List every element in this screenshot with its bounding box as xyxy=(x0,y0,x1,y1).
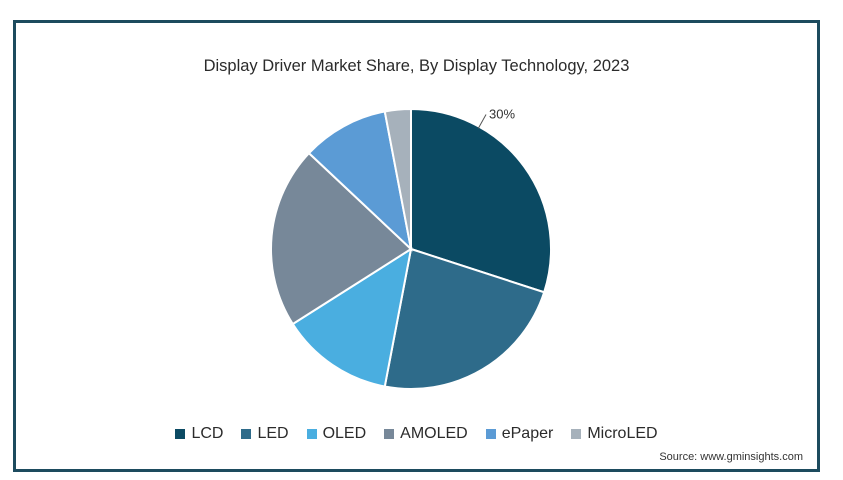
legend-label: LCD xyxy=(191,425,224,442)
pie-slice-amoled xyxy=(270,151,413,326)
legend-label: ePaper xyxy=(501,425,554,442)
chart-frame: Display Driver Market Share, By Display … xyxy=(13,20,820,472)
legend-label: LED xyxy=(257,425,289,442)
pie-slice-oled xyxy=(291,246,413,388)
data-label-leader xyxy=(477,114,487,129)
legend-item-amoled: AMOLED xyxy=(384,425,468,443)
pie-slice-lcd xyxy=(410,107,552,294)
legend-swatch xyxy=(241,429,252,439)
legend-label: AMOLED xyxy=(400,425,468,442)
legend-label: MicroLED xyxy=(587,425,658,442)
legend-swatch xyxy=(485,429,496,439)
legend-item-oled: OLED xyxy=(306,425,367,443)
legend-swatch xyxy=(175,429,186,439)
legend-label: OLED xyxy=(322,425,367,442)
legend-swatch xyxy=(306,429,317,439)
legend-item-led: LED xyxy=(241,425,289,443)
source-note: Source: www.gminsights.com xyxy=(659,451,803,463)
pie-chart: 30% xyxy=(270,107,552,390)
pie-slice-epaper xyxy=(307,110,413,252)
chart-title: Display Driver Market Share, By Display … xyxy=(203,57,630,75)
legend-swatch xyxy=(571,429,582,439)
pie-slice-microled xyxy=(383,107,412,250)
legend-item-epaper: ePaper xyxy=(485,425,554,443)
data-label-lcd: 30% xyxy=(489,107,515,122)
legend: LCD LED OLED AMOLED ePaper MicroLED xyxy=(16,425,817,443)
legend-item-microled: MicroLED xyxy=(571,425,658,443)
pie-slice-led xyxy=(383,247,546,390)
legend-item-lcd: LCD xyxy=(175,425,223,443)
legend-swatch xyxy=(384,429,395,439)
